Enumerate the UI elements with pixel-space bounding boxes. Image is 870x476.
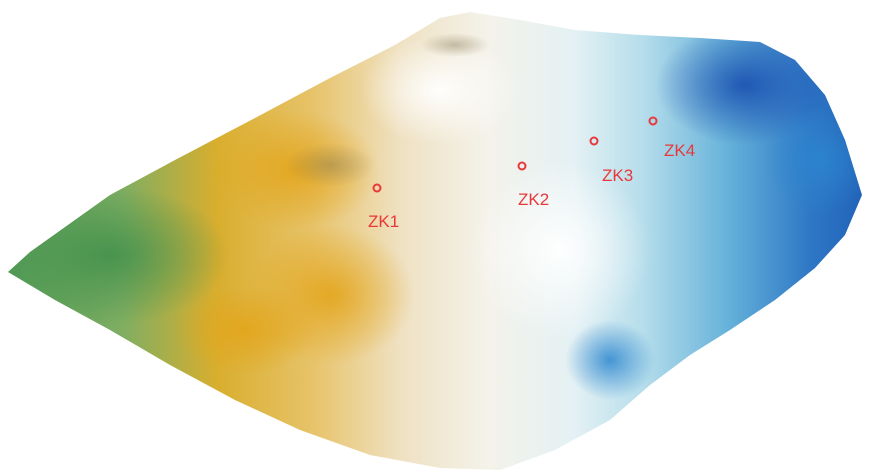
- borehole-label-zk4: ZK4: [664, 141, 696, 160]
- borehole-label-zk2: ZK2: [518, 190, 550, 209]
- borehole-marker-zk2: [517, 161, 527, 171]
- borehole-marker-zk4: [648, 116, 658, 126]
- borehole-marker-zk3: [589, 136, 599, 146]
- borehole-label-zk3: ZK3: [602, 166, 634, 185]
- borehole-label-zk1: ZK1: [368, 212, 400, 231]
- borehole-marker-zk1: [372, 183, 382, 193]
